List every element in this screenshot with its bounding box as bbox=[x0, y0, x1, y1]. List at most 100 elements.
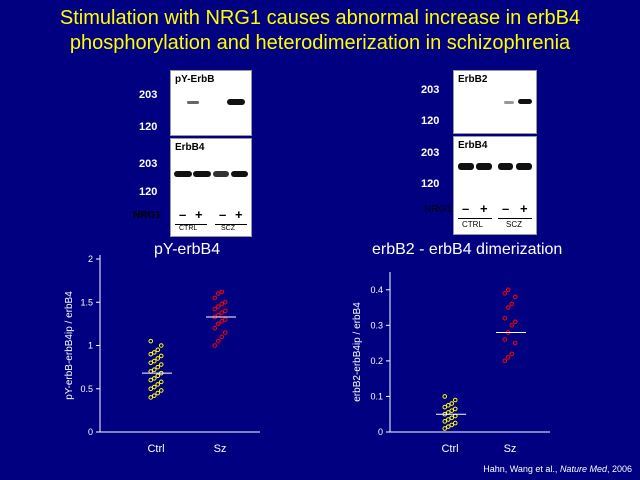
data-point bbox=[158, 343, 164, 348]
mw-marker: 203 bbox=[139, 89, 158, 101]
lane-sign: + bbox=[235, 207, 243, 222]
data-point bbox=[155, 356, 161, 361]
x-tick-label: Ctrl bbox=[441, 443, 458, 455]
title-line-1: Stimulation with NRG1 causes abnormal in… bbox=[59, 7, 581, 29]
data-point bbox=[148, 395, 154, 400]
blot-band bbox=[227, 99, 245, 105]
data-point bbox=[148, 351, 154, 357]
data-point bbox=[148, 386, 154, 392]
y-tick-label: 0 bbox=[88, 427, 93, 437]
slide-title: Stimulation with NRG1 causes abnormal in… bbox=[0, 6, 640, 56]
data-point bbox=[509, 301, 515, 307]
data-point bbox=[151, 350, 157, 355]
data-point bbox=[452, 406, 458, 412]
data-point bbox=[449, 422, 455, 428]
blot-lane-legend: NRG1 – + – + CTRL SCZ bbox=[133, 202, 252, 237]
data-point bbox=[151, 376, 157, 381]
data-point bbox=[212, 343, 218, 348]
scatter-chart-py-erbb4: 0 0.5 1 1.5 2 pY-erbB-erbB4ip / erbB4 Ctrl Sz bbox=[64, 254, 260, 455]
data-point bbox=[509, 351, 515, 357]
blot-panel-erbb4: ErbB4 bbox=[453, 136, 537, 200]
data-point bbox=[151, 358, 157, 364]
data-point bbox=[222, 317, 228, 322]
y-axis-label: erbB2-erbB4ip / erbB4 bbox=[352, 302, 363, 402]
data-point bbox=[222, 299, 228, 305]
lane-sign: – bbox=[179, 207, 187, 222]
lane-sign: + bbox=[195, 207, 203, 222]
citation-suffix: , 2006 bbox=[606, 464, 632, 474]
mw-marker: 203 bbox=[421, 147, 440, 159]
data-point bbox=[158, 362, 164, 367]
y-axis-label: pY-erbB-erbB4ip / erbB4 bbox=[64, 291, 75, 400]
y-tick-label: 0.1 bbox=[370, 391, 383, 401]
mw-marker: 120 bbox=[421, 178, 440, 190]
data-point bbox=[222, 308, 228, 314]
blot-band bbox=[213, 171, 229, 177]
data-point bbox=[158, 388, 164, 393]
blot-band bbox=[458, 163, 474, 170]
data-point bbox=[452, 420, 458, 426]
mw-marker: 120 bbox=[139, 186, 158, 198]
data-point bbox=[502, 291, 508, 296]
data-point bbox=[158, 379, 164, 385]
data-point bbox=[158, 353, 164, 359]
y-tick-label: 0.3 bbox=[370, 320, 383, 330]
blot-band bbox=[174, 171, 192, 177]
data-point bbox=[148, 338, 154, 344]
data-point bbox=[155, 382, 161, 387]
citation-journal: Nature Med bbox=[559, 464, 607, 474]
data-point bbox=[212, 295, 218, 301]
blot-band bbox=[516, 163, 532, 170]
data-point bbox=[445, 403, 451, 408]
data-point bbox=[151, 367, 157, 373]
data-point bbox=[215, 304, 221, 309]
data-point bbox=[219, 289, 225, 295]
data-point bbox=[219, 301, 225, 307]
group-label-scz: SCZ bbox=[506, 220, 522, 229]
scatter-chart-dimerization: 0 0.1 0.2 0.3 0.4 erbB2-erbB4ip / erbB4 Ctrl Sz bbox=[352, 272, 550, 455]
data-point bbox=[449, 415, 455, 421]
data-point bbox=[512, 294, 518, 300]
group-underline bbox=[175, 224, 207, 225]
y-tick-label: 2 bbox=[88, 254, 93, 264]
data-point bbox=[505, 355, 511, 360]
data-point bbox=[151, 384, 157, 390]
data-point bbox=[505, 287, 511, 293]
blot-band bbox=[187, 101, 199, 104]
data-point bbox=[449, 401, 455, 406]
blot-panel-label: ErbB4 bbox=[458, 140, 488, 151]
data-point bbox=[442, 419, 448, 424]
mw-marker: 203 bbox=[139, 158, 158, 170]
group-underline bbox=[215, 224, 247, 225]
blot-lane-legend: NRG1 – + – + CTRL SCZ bbox=[424, 198, 537, 235]
data-point bbox=[505, 305, 511, 310]
y-tick-label: 0.5 bbox=[80, 384, 93, 394]
lane-sign: + bbox=[520, 201, 528, 216]
mw-marker: 120 bbox=[421, 115, 440, 127]
citation: Hahn, Wang et al., Nature Med, 2006 bbox=[483, 464, 632, 474]
data-point bbox=[512, 319, 518, 325]
y-tick-label: 0.4 bbox=[370, 285, 383, 295]
blot-band bbox=[504, 101, 514, 104]
data-point bbox=[445, 417, 451, 422]
data-point bbox=[212, 306, 218, 312]
data-point bbox=[452, 413, 458, 419]
citation-prefix: Hahn, Wang et al., bbox=[483, 464, 560, 474]
blot-band bbox=[498, 163, 513, 170]
data-point bbox=[219, 318, 225, 324]
data-point bbox=[442, 426, 448, 431]
lane-sign: – bbox=[219, 207, 227, 222]
data-point bbox=[512, 340, 518, 346]
data-point bbox=[502, 315, 508, 321]
y-tick-label: 1.5 bbox=[80, 297, 93, 307]
lane-sign: – bbox=[462, 201, 470, 216]
blot-panel-label: pY-ErbB bbox=[175, 74, 215, 85]
x-tick-label: Sz bbox=[214, 443, 227, 455]
y-tick-label: 0 bbox=[378, 427, 383, 437]
chart-title-py-erbb4: pY-erbB4 bbox=[154, 241, 221, 258]
group-underline bbox=[498, 218, 532, 219]
data-point bbox=[219, 310, 225, 315]
data-point bbox=[155, 373, 161, 379]
mw-marker: 203 bbox=[421, 84, 440, 96]
lane-sign: – bbox=[502, 201, 510, 216]
